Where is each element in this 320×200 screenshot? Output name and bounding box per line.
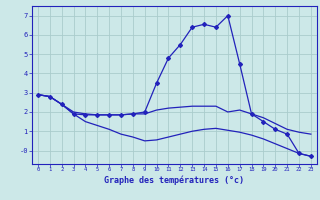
X-axis label: Graphe des températures (°c): Graphe des températures (°c) <box>104 175 244 185</box>
